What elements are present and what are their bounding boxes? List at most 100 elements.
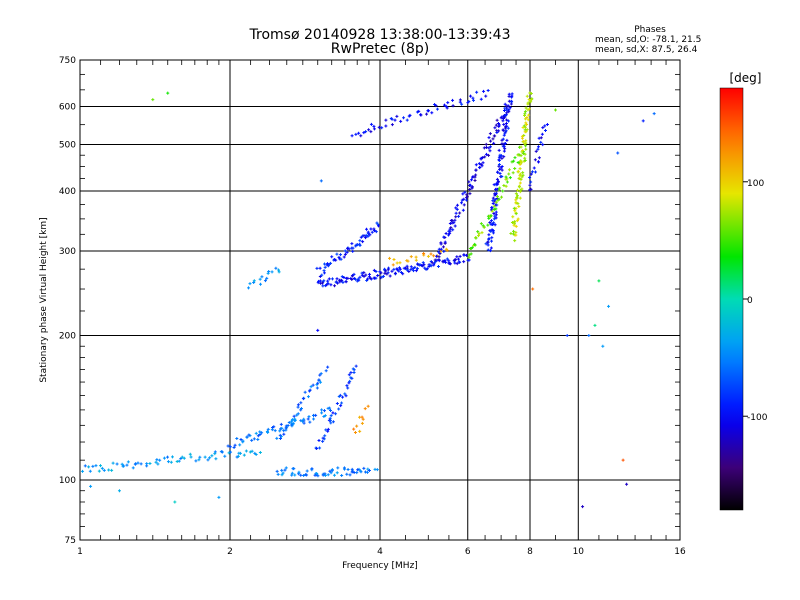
data-point bbox=[330, 255, 334, 259]
data-point bbox=[107, 468, 111, 472]
data-point bbox=[354, 244, 358, 248]
data-point bbox=[356, 468, 360, 472]
data-point bbox=[236, 454, 240, 458]
data-point bbox=[175, 460, 179, 464]
data-point bbox=[497, 188, 501, 192]
data-point bbox=[279, 422, 283, 426]
data-point bbox=[323, 472, 327, 476]
data-point bbox=[311, 383, 315, 387]
data-point bbox=[367, 469, 371, 473]
data-point bbox=[494, 210, 498, 214]
data-point bbox=[490, 209, 494, 213]
data-point bbox=[372, 227, 376, 231]
data-point bbox=[523, 125, 527, 129]
data-point bbox=[467, 255, 471, 259]
data-point bbox=[339, 278, 343, 282]
data-point bbox=[515, 194, 519, 198]
data-point bbox=[210, 454, 214, 458]
data-point bbox=[266, 271, 270, 275]
data-point bbox=[502, 133, 506, 137]
data-point bbox=[341, 280, 345, 284]
data-point bbox=[278, 429, 282, 433]
data-point bbox=[489, 139, 493, 143]
data-point bbox=[488, 145, 492, 149]
data-point bbox=[278, 433, 282, 437]
data-point bbox=[474, 168, 478, 172]
data-point bbox=[399, 119, 403, 123]
data-point bbox=[363, 407, 367, 411]
data-point bbox=[390, 123, 394, 127]
data-point bbox=[451, 98, 455, 102]
data-point bbox=[421, 261, 425, 265]
data-point bbox=[290, 473, 294, 477]
data-point bbox=[492, 217, 496, 221]
data-point bbox=[457, 260, 461, 264]
data-point bbox=[376, 273, 380, 277]
data-point bbox=[364, 236, 368, 240]
data-point bbox=[477, 232, 481, 236]
data-point bbox=[539, 140, 543, 144]
x-tick-label: 8 bbox=[527, 547, 533, 557]
data-point bbox=[493, 192, 497, 196]
data-point bbox=[528, 175, 532, 179]
data-point bbox=[473, 242, 477, 246]
data-point bbox=[484, 242, 488, 246]
data-point bbox=[317, 438, 321, 442]
data-point bbox=[166, 455, 170, 459]
data-point bbox=[318, 373, 322, 377]
y-axis-label: Stationary phase Virtual Height [km] bbox=[39, 217, 49, 382]
data-point bbox=[518, 188, 522, 192]
data-point bbox=[326, 429, 330, 433]
data-point bbox=[540, 132, 544, 136]
data-point bbox=[166, 91, 170, 95]
data-point bbox=[468, 183, 472, 187]
data-point bbox=[484, 152, 488, 156]
data-point bbox=[454, 211, 458, 215]
data-point bbox=[487, 146, 491, 150]
data-point bbox=[537, 136, 541, 140]
stats-o-mode: mean, sd,O: -78.1, 21.5 bbox=[595, 35, 702, 45]
data-point bbox=[320, 273, 324, 277]
data-point bbox=[329, 408, 333, 412]
data-point bbox=[441, 245, 445, 249]
data-point bbox=[302, 473, 306, 477]
data-point bbox=[367, 128, 371, 132]
data-point bbox=[352, 272, 356, 276]
data-point bbox=[180, 455, 184, 459]
data-point bbox=[501, 119, 505, 123]
data-point bbox=[324, 369, 328, 373]
data-point bbox=[438, 251, 442, 255]
data-point bbox=[194, 459, 198, 463]
data-point bbox=[379, 271, 383, 275]
data-point bbox=[507, 110, 511, 114]
data-point bbox=[530, 170, 534, 174]
data-point bbox=[471, 98, 475, 102]
data-point bbox=[444, 247, 448, 251]
data-point bbox=[323, 265, 327, 269]
data-point bbox=[335, 252, 339, 256]
data-point bbox=[432, 254, 436, 258]
data-point bbox=[505, 104, 509, 108]
data-point bbox=[439, 247, 443, 251]
data-point bbox=[467, 180, 471, 184]
data-point bbox=[320, 411, 324, 415]
data-point bbox=[496, 195, 500, 199]
data-point bbox=[526, 118, 530, 122]
data-point bbox=[398, 261, 402, 265]
data-point bbox=[521, 139, 525, 143]
data-point bbox=[505, 177, 509, 181]
data-point bbox=[306, 417, 310, 421]
data-point bbox=[448, 222, 452, 226]
data-point bbox=[299, 473, 303, 477]
data-point bbox=[409, 265, 413, 269]
data-point bbox=[514, 230, 518, 234]
data-point bbox=[533, 158, 537, 162]
data-point bbox=[468, 246, 472, 250]
data-point bbox=[473, 178, 477, 182]
data-point bbox=[360, 273, 364, 277]
data-point bbox=[331, 420, 335, 424]
data-point bbox=[374, 230, 378, 234]
data-point bbox=[319, 372, 323, 376]
data-point bbox=[512, 206, 516, 210]
data-point bbox=[312, 417, 316, 421]
